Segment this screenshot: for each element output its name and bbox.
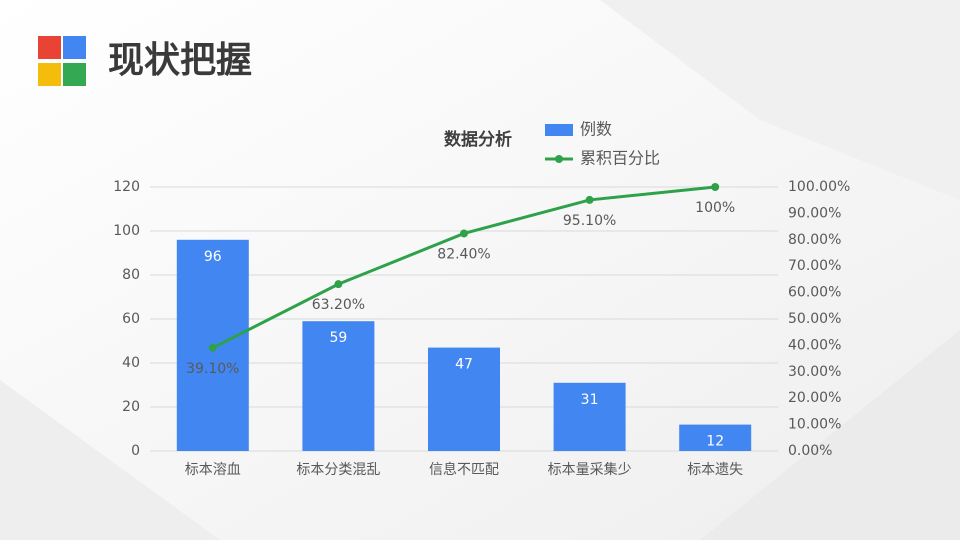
line-point xyxy=(334,280,343,289)
y2-tick-label: 100.00% xyxy=(788,179,850,195)
bg-shape xyxy=(600,0,960,200)
x-tick-label: 信息不匹配 xyxy=(429,461,499,478)
y-tick-label: 120 xyxy=(113,179,140,195)
legend-label: 例数 xyxy=(580,120,612,139)
y-tick-label: 20 xyxy=(122,399,140,415)
x-tick-label: 标本溶血 xyxy=(185,462,241,478)
y2-tick-label: 30.00% xyxy=(788,364,841,380)
bar-value-label: 59 xyxy=(329,330,347,346)
bar xyxy=(302,321,375,451)
line-point xyxy=(460,229,468,238)
bar-value-label: 12 xyxy=(706,434,724,450)
y-tick-label: 0 xyxy=(131,443,140,459)
legend-swatch xyxy=(545,124,573,136)
logo-square xyxy=(38,36,61,59)
logo-square xyxy=(63,63,86,86)
x-tick-label: 标本分类混乱 xyxy=(296,462,380,478)
logo-square xyxy=(38,63,61,86)
y2-tick-label: 20.00% xyxy=(788,390,841,406)
x-tick-label: 标本遗失 xyxy=(687,462,743,478)
line-point xyxy=(711,183,720,191)
y-tick-label: 80 xyxy=(122,267,140,283)
line-point xyxy=(208,343,217,352)
legend-swatch xyxy=(555,155,563,163)
y2-tick-label: 40.00% xyxy=(788,337,841,353)
line-value-label: 82.40% xyxy=(437,246,490,262)
y2-tick-label: 0.00% xyxy=(788,443,832,459)
y2-tick-label: 10.00% xyxy=(788,417,841,433)
x-tick-label: 标本量采集少 xyxy=(548,461,632,478)
bar-value-label: 47 xyxy=(455,357,473,373)
y2-tick-label: 80.00% xyxy=(788,232,841,248)
line-value-label: 63.20% xyxy=(312,297,365,313)
bar-value-label: 31 xyxy=(581,392,599,408)
line-point xyxy=(585,195,594,204)
bar-value-label: 96 xyxy=(204,249,222,265)
logo-square xyxy=(63,36,86,59)
bg-shape xyxy=(700,330,960,540)
slide-title: 现状把握 xyxy=(108,40,252,81)
bar xyxy=(679,424,752,451)
line-value-label: 95.10% xyxy=(563,213,616,229)
chart: 0 20 40 60 80 100 120 0.00% 10.00% 20.00% 30.00% 40… xyxy=(113,120,850,479)
y-tick-label: 60 xyxy=(122,311,140,327)
y2-tick-label: 70.00% xyxy=(788,258,841,274)
y2-tick-label: 90.00% xyxy=(788,205,841,221)
bar xyxy=(553,382,626,451)
y2-tick-label: 50.00% xyxy=(788,311,841,327)
chart-title: 数据分析 xyxy=(444,129,512,150)
y-tick-label: 100 xyxy=(113,223,140,239)
line-value-label: 100% xyxy=(695,200,735,216)
legend-label: 累积百分比 xyxy=(580,149,660,168)
bg-shape xyxy=(0,380,220,540)
line-value-label: 39.10% xyxy=(186,361,239,377)
bar xyxy=(428,347,500,451)
y2-tick-label: 60.00% xyxy=(788,285,841,301)
y-tick-label: 40 xyxy=(122,355,140,371)
